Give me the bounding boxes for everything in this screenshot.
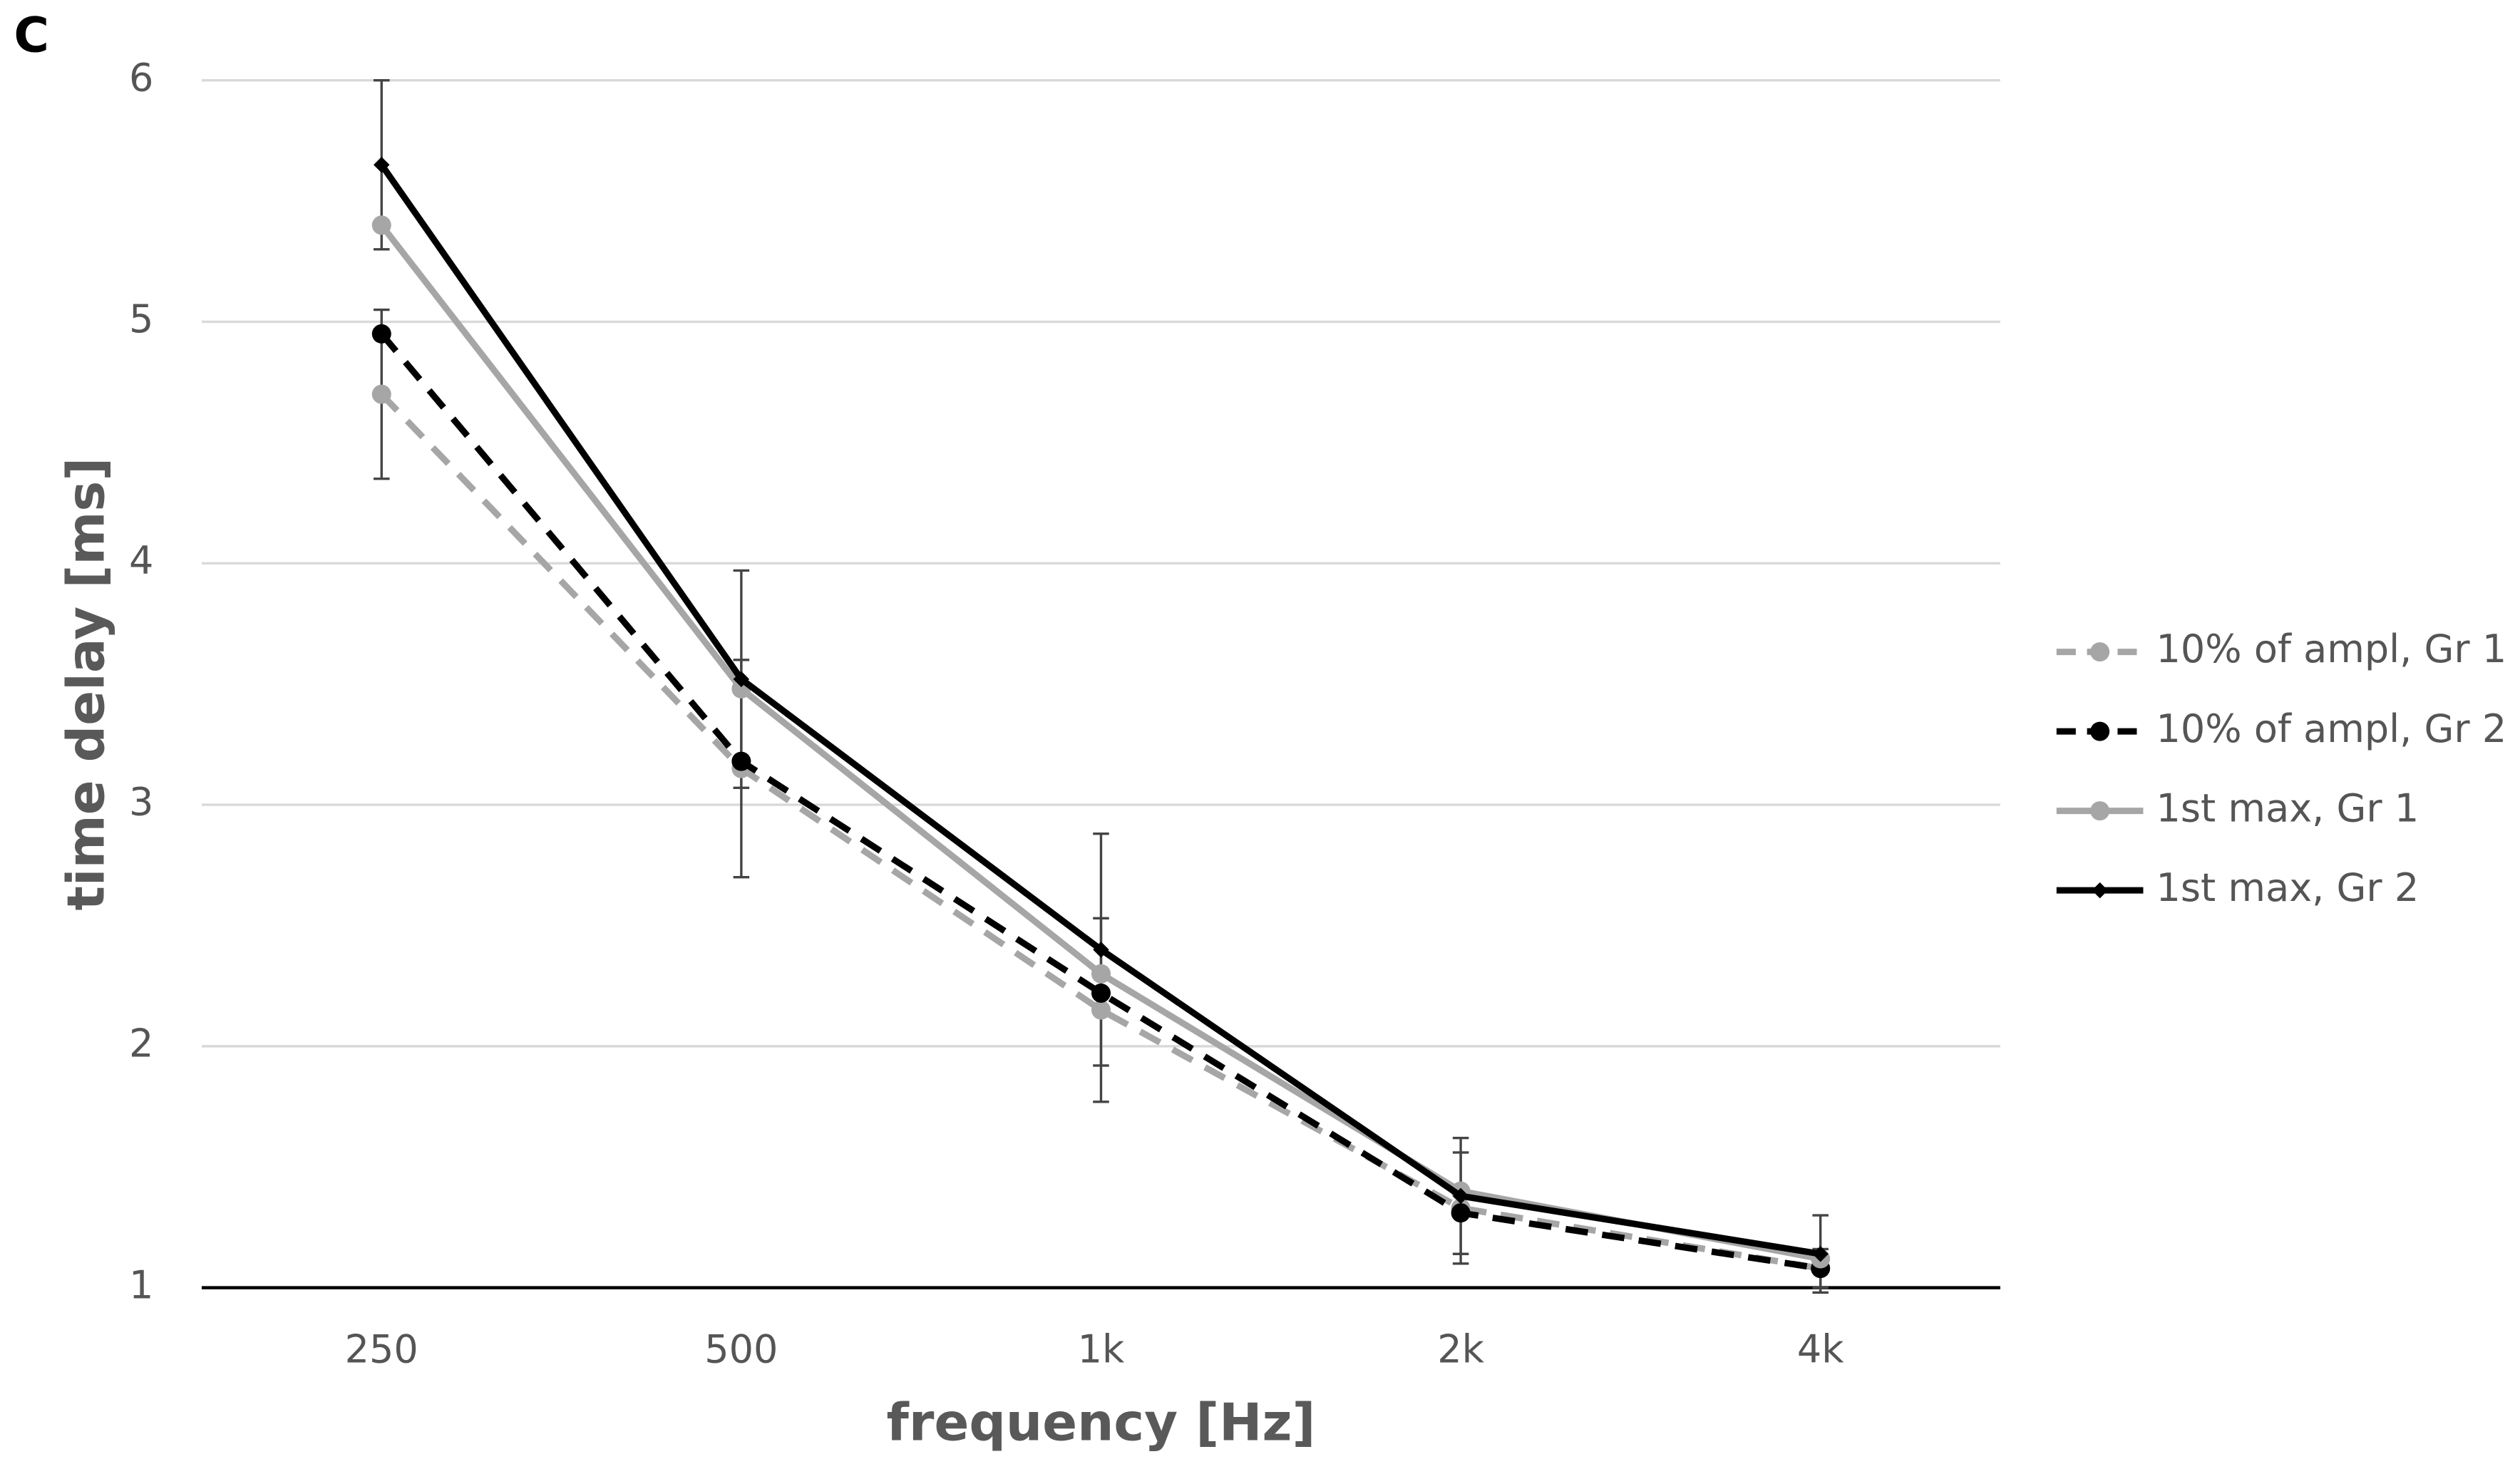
x-tick-label: 500 — [704, 1326, 778, 1371]
y-tick-label: 1 — [129, 1262, 153, 1307]
marker — [371, 324, 391, 344]
marker — [1093, 942, 1109, 958]
series-line — [379, 391, 1821, 1272]
legend-label: 1st max, Gr 1 — [2156, 785, 2419, 830]
marker — [1451, 1203, 1471, 1223]
y-tick-label: 4 — [129, 538, 153, 583]
marker — [2090, 801, 2110, 821]
marker — [1812, 1245, 1829, 1262]
legend-label: 10% of ampl, Gr 1 — [2156, 627, 2507, 671]
marker — [733, 671, 750, 688]
marker — [1091, 983, 1111, 1003]
x-tick-label: 2k — [1437, 1326, 1484, 1371]
series-line — [379, 331, 1821, 1272]
y-tick-label: 6 — [129, 55, 153, 100]
marker — [2090, 721, 2110, 741]
series-line — [379, 223, 1821, 1262]
marker — [371, 384, 391, 404]
marker — [371, 215, 391, 235]
marker — [2090, 642, 2110, 662]
y-tick-label: 5 — [129, 297, 153, 341]
x-axis-title: frequency [Hz] — [887, 1392, 1316, 1452]
y-axis-title: time delay [ms] — [56, 458, 115, 911]
x-tick-label: 1k — [1078, 1326, 1125, 1371]
x-tick-label: 250 — [345, 1326, 418, 1371]
legend-label: 10% of ampl, Gr 2 — [2156, 706, 2507, 751]
marker — [1091, 1000, 1111, 1020]
marker — [1452, 1187, 1469, 1205]
legend-label: 1st max, Gr 2 — [2156, 865, 2419, 910]
y-tick-label: 3 — [129, 780, 153, 825]
marker — [1091, 964, 1111, 984]
marker — [731, 751, 751, 771]
marker — [373, 156, 390, 173]
y-tick-label: 2 — [129, 1021, 153, 1066]
panel-label: C — [14, 7, 49, 63]
marker — [2092, 882, 2108, 899]
x-tick-label: 4k — [1797, 1326, 1844, 1371]
